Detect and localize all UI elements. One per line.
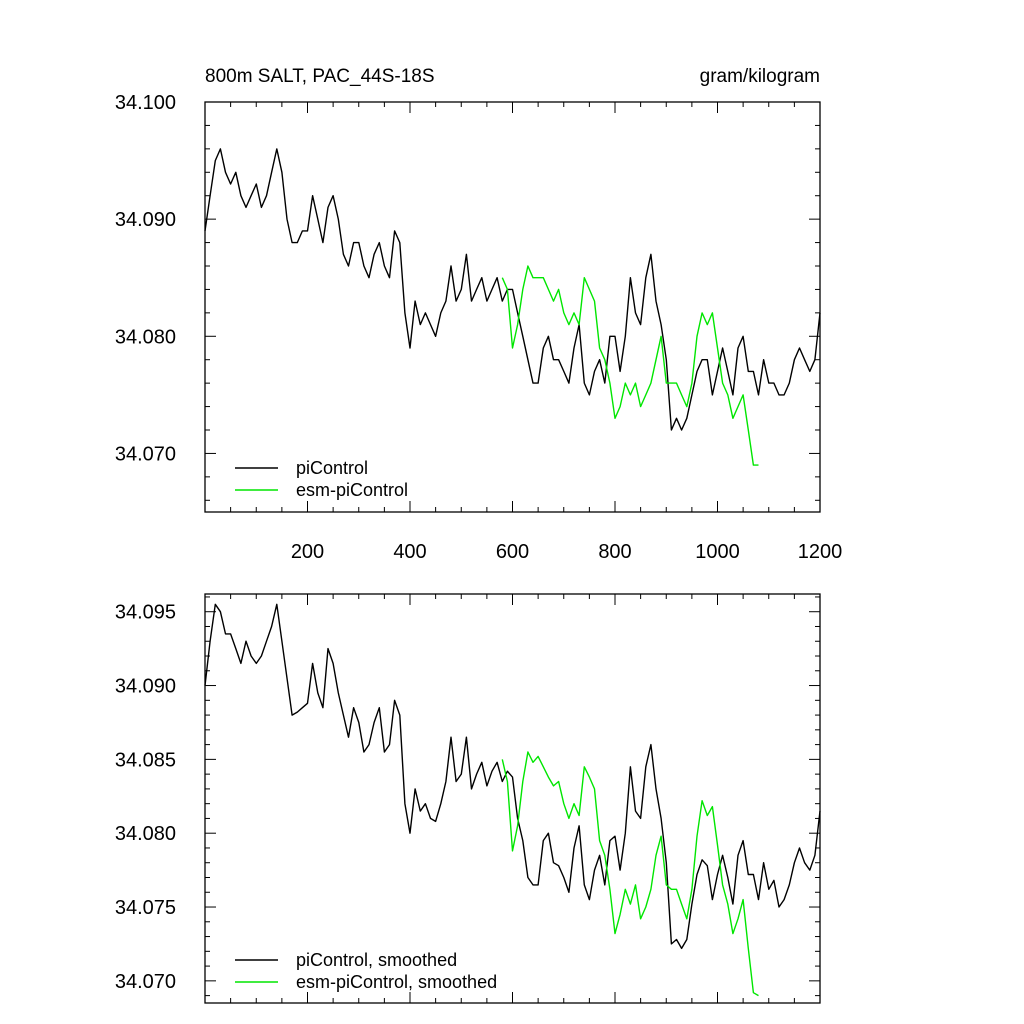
series-lines xyxy=(204,148,821,466)
series-line-esm-picontrol xyxy=(501,751,759,997)
x-tick-label: 400 xyxy=(393,541,426,563)
y-tick-label: 34.070 xyxy=(115,971,176,993)
y-tick-label: 34.090 xyxy=(115,676,176,698)
tick-labels: 34.070 34.080 34.090 34.100 200 400 600 800 1000… xyxy=(115,92,842,563)
x-tick-label: 600 xyxy=(496,541,529,563)
legend: piControl, smoothed esm-piControl, smoot… xyxy=(235,950,497,992)
tick-marks xyxy=(205,594,821,1003)
x-tick-label: 800 xyxy=(598,541,631,563)
x-tick-label: 1000 xyxy=(695,541,740,563)
series-lines xyxy=(204,603,821,997)
y-tick-label: 34.075 xyxy=(115,897,176,919)
y-tick-label: 34.095 xyxy=(115,602,176,624)
y-tick-label: 34.080 xyxy=(115,326,176,348)
y-tick-label: 34.100 xyxy=(115,92,176,114)
series-line-esm-picontrol xyxy=(501,265,759,466)
legend-label-esm: esm-piControl xyxy=(296,480,408,500)
panel-title: 800m SALT, PAC_44S-18S xyxy=(205,66,435,87)
units-label: gram/kilogram xyxy=(700,66,820,87)
plot-frame xyxy=(204,593,821,1004)
raw-salinity-panel: 800m SALT, PAC_44S-18S gram/kilogram 34.… xyxy=(115,66,842,563)
series-line-picontrol xyxy=(204,148,821,431)
y-tick-label: 34.080 xyxy=(115,823,176,845)
y-tick-label: 34.085 xyxy=(115,749,176,771)
x-tick-label: 1200 xyxy=(798,541,843,563)
y-tick-label: 34.090 xyxy=(115,209,176,231)
plot-frame xyxy=(204,101,821,513)
tick-labels: 34.070 34.075 34.080 34.085 34.090 34.095 xyxy=(115,602,176,993)
series-line-picontrol xyxy=(204,603,821,950)
x-tick-label: 200 xyxy=(291,541,324,563)
tick-marks xyxy=(205,101,821,512)
smoothed-salinity-panel: 34.070 34.075 34.080 34.085 34.090 34.095 piC… xyxy=(115,593,821,1004)
legend-label-picontrol-smoothed: piControl, smoothed xyxy=(296,950,457,970)
legend-label-esm-smoothed: esm-piControl, smoothed xyxy=(296,972,497,992)
legend-label-picontrol: piControl xyxy=(296,458,368,478)
y-tick-label: 34.070 xyxy=(115,443,176,465)
legend: piControl esm-piControl xyxy=(235,458,408,500)
